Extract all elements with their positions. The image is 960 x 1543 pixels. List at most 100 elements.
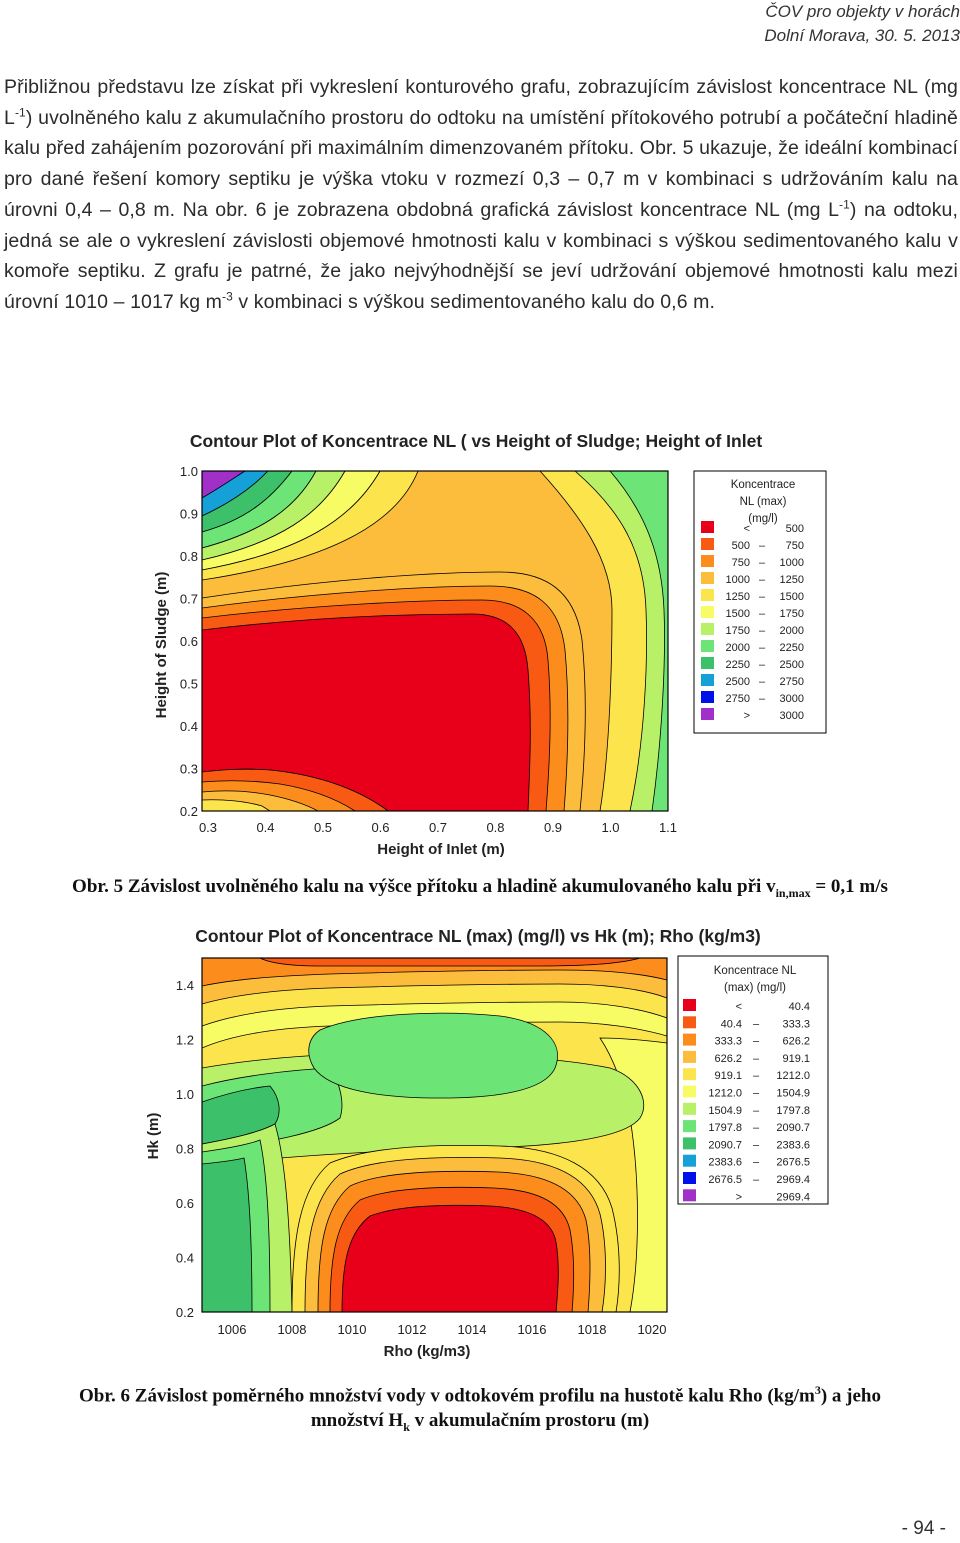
chart2-legend-swatch	[683, 1102, 696, 1115]
chart2-y-tick: 1.4	[176, 978, 194, 993]
chart1-legend-title: (mg/l)	[748, 513, 778, 525]
chart2-legend-dash: –	[753, 1018, 760, 1030]
chart1-x-tick: 0.5	[314, 820, 332, 835]
chart2-legend-dash: –	[753, 1157, 760, 1169]
header-place-date: Dolní Morava, 30. 5. 2013	[764, 26, 960, 45]
chart2-legend-from: 2090.7	[708, 1139, 742, 1151]
chart1-legend-to: 1500	[780, 591, 804, 603]
chart2-legend-to: 2969.4	[776, 1191, 810, 1203]
chart1-xlabel: Height of Inlet (m)	[377, 841, 505, 858]
chart2-legend-to: 919.1	[782, 1053, 810, 1065]
chart1-y-tick: 0.2	[180, 804, 198, 819]
chart2-legend-from: 1797.8	[708, 1122, 742, 1134]
chart2-legend-title: Koncentrace NL	[714, 965, 797, 977]
chart1-legend-dash: –	[759, 574, 766, 586]
chart1-legend-swatch	[701, 589, 714, 601]
chart2-legend-dash: –	[753, 1105, 760, 1117]
chart2-legend-to: 1212.0	[776, 1070, 810, 1082]
chart1-legend-from: 2750	[726, 693, 750, 705]
chart1-y-tick: 0.9	[180, 507, 198, 522]
chart2-xlabel: Rho (kg/m3)	[384, 1343, 471, 1360]
chart1-x-tick: 0.8	[486, 820, 504, 835]
chart2-y-tick: 1.0	[176, 1087, 194, 1102]
chart1-x-tick: 0.4	[256, 820, 274, 835]
chart1-legend-to: 1000	[780, 557, 804, 569]
chart2-legend-from: 1212.0	[708, 1088, 742, 1100]
chart1-legend-swatch	[701, 555, 714, 567]
para-part-1: Přibližnou představu lze získat při vykr…	[4, 76, 958, 129]
para-part-2: ) uvolněného kalu z akumulačního prostor…	[4, 106, 958, 221]
chart1-legend-to: 2250	[780, 642, 804, 654]
chart1-y-tick: 0.7	[180, 592, 198, 607]
figure-6-caption-line1: Obr. 6 Závislost poměrného množství vody…	[0, 1378, 960, 1408]
chart1-legend-to: 2500	[780, 659, 804, 671]
chart2-legend-swatch	[683, 1172, 696, 1184]
chart2-legend-dash: –	[753, 1122, 760, 1134]
chart1-legend-from: 1750	[726, 625, 750, 637]
chart1-legend-from: 1500	[726, 608, 750, 620]
chart1-legend-swatch	[701, 606, 714, 618]
para-sup-3: -3	[222, 289, 233, 304]
figure-6-text: Závislost poměrného množství vody v odto…	[130, 1385, 815, 1407]
figure-6-line2a: množství H	[310, 1410, 404, 1432]
chart1-legend-swatch	[701, 674, 714, 686]
chart1-legend-from: <	[744, 523, 750, 535]
figure-6-sub: k	[403, 1420, 410, 1435]
chart1-title: Contour Plot of Koncentrace NL ( vs Heig…	[190, 431, 762, 451]
figure-6-mid: ) a jeho	[820, 1385, 881, 1407]
chart1-legend-dash: –	[759, 676, 766, 688]
chart1-legend-from: 2500	[726, 676, 750, 688]
chart1-legend-to: 3000	[780, 693, 804, 705]
chart2-legend-to: 2676.5	[776, 1157, 810, 1169]
chart2-x-tick: 1012	[398, 1322, 427, 1337]
chart2-legend-to: 40.4	[789, 1001, 810, 1013]
chart1-x-tick: 0.6	[371, 820, 389, 835]
chart2-legend-from: 2383.6	[708, 1157, 742, 1169]
chart2-y-tick-labels: 1.4 1.2 1.0 0.8 0.6 0.4 0.2	[176, 978, 194, 1320]
chart2-legend-dash: –	[753, 1174, 760, 1186]
chart1-legend-from: 500	[732, 540, 750, 552]
chart2-legend-to: 2969.4	[776, 1174, 810, 1186]
chart2-legend-from: 626.2	[714, 1053, 742, 1065]
chart2-x-tick: 1006	[218, 1322, 247, 1337]
chart1-legend-from: 1250	[726, 591, 750, 603]
chart1-x-tick: 0.9	[544, 820, 562, 835]
chart2-legend-dash: –	[753, 1088, 760, 1100]
para-sup-1: -1	[14, 105, 26, 120]
chart2-legend-to: 1504.9	[776, 1088, 810, 1100]
chart2-legend-to: 2090.7	[776, 1122, 810, 1134]
chart2-legend-swatch	[683, 1189, 696, 1202]
chart2-legend-swatch	[683, 1120, 696, 1133]
chart1-legend-dash: –	[759, 591, 766, 603]
chart1-legend-to: 750	[786, 540, 804, 552]
chart1-ylabel: Height of Sludge (m)	[153, 572, 170, 719]
figure-5-end: = 0,1 m/s	[810, 876, 888, 897]
chart1-legend-from: 1000	[726, 574, 750, 586]
figure-5-label: Obr. 5	[72, 876, 124, 897]
chart1-y-tick: 0.3	[180, 762, 198, 777]
chart2-legend-to: 2383.6	[776, 1139, 810, 1151]
chart1-legend-swatch	[701, 640, 714, 652]
chart2-legend-swatch	[683, 1016, 696, 1029]
chart2-legend-to: 1797.8	[776, 1105, 810, 1117]
chart1-x-tick: 1.0	[601, 820, 619, 835]
figure-5-caption: Obr. 5 Závislost uvolněného kalu na výšc…	[0, 876, 960, 901]
chart1-y-tick: 0.4	[180, 719, 198, 734]
chart1-legend-dash: –	[759, 608, 766, 620]
chart1-legend-swatch	[701, 691, 714, 703]
chart2-legend-dash: –	[753, 1053, 760, 1065]
page-number: - 94 -	[901, 1518, 946, 1539]
chart2-y-tick: 0.8	[176, 1142, 194, 1157]
chart2-legend-from: <	[736, 1001, 742, 1013]
figure-6-caption-line2: množství Hk v akumulačním prostoru (m)	[0, 1408, 960, 1440]
chart1-legend-title: NL (max)	[740, 496, 787, 508]
chart1-legend-title: Koncentrace	[731, 479, 796, 491]
chart1-legend-swatch	[701, 657, 714, 669]
para-sup-2: -1	[839, 197, 850, 212]
chart2-legend-swatch	[683, 1068, 696, 1081]
chart2-x-tick: 1020	[638, 1322, 667, 1337]
chart2-x-tick: 1016	[518, 1322, 547, 1337]
chart1-legend-dash: –	[759, 625, 766, 637]
chart1-y-tick: 1.0	[180, 464, 198, 479]
chart2-y-tick: 1.2	[176, 1033, 194, 1048]
